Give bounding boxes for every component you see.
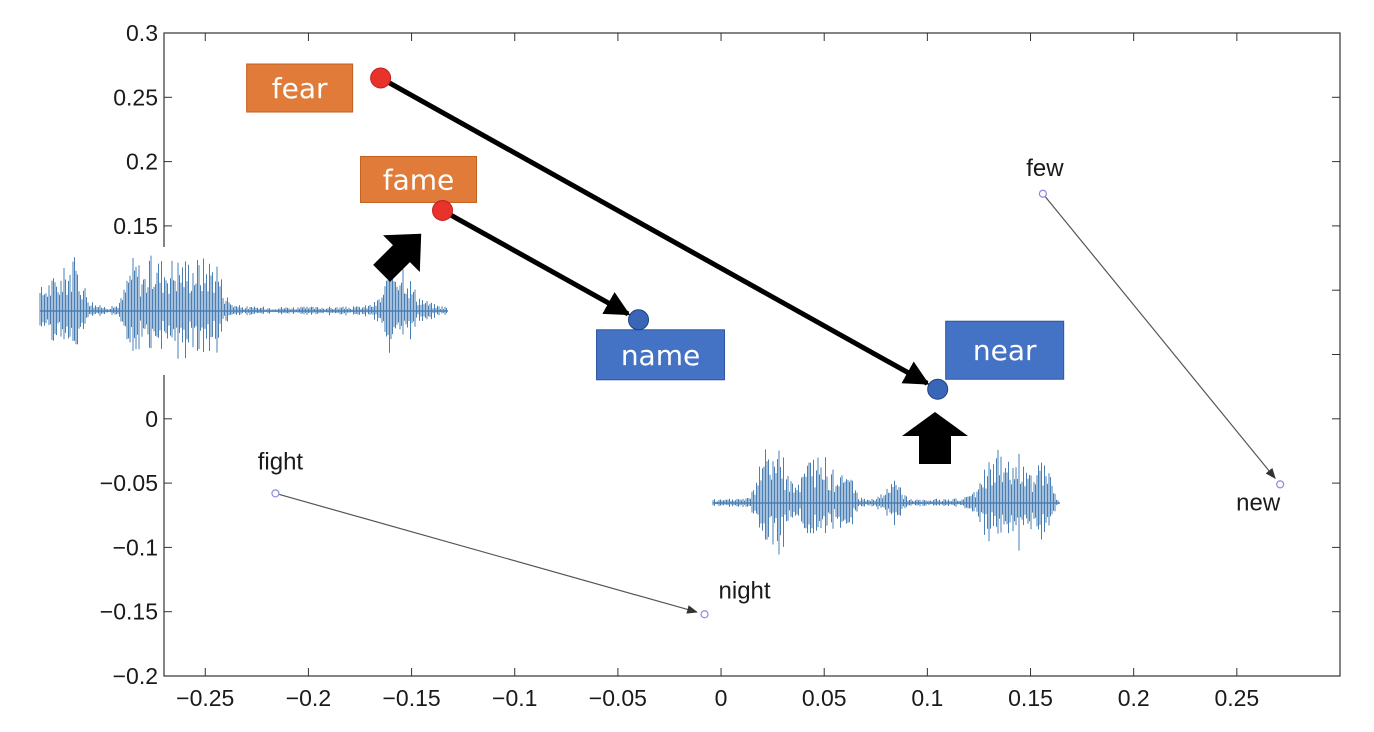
y-tick-label: −0.2: [113, 663, 158, 689]
word-label-few: few: [1026, 155, 1064, 182]
word-label-fight: fight: [258, 448, 304, 475]
y-tick-label: 0.25: [113, 84, 158, 110]
point-fear: [370, 67, 392, 89]
arrow-layer: [279, 77, 1276, 614]
arrow-fear-to-near: [382, 77, 930, 386]
arrow-fame-to-name: [444, 210, 631, 317]
x-axis: −0.25 −0.2 −0.15 −0.1 −0.05 0 0.05 0.1 0.15 0.2 0.…: [176, 33, 1259, 711]
y-tick-label: 0.3: [126, 20, 158, 46]
x-tick-label: −0.05: [589, 685, 647, 711]
x-tick-label: −0.2: [286, 685, 331, 711]
word-label-night: night: [719, 577, 771, 604]
x-tick-label: −0.25: [176, 685, 234, 711]
point-near: [927, 378, 949, 400]
x-tick-label: 0.2: [1118, 685, 1150, 711]
y-tick-label: −0.15: [100, 599, 158, 625]
y-tick-label: 0.2: [126, 149, 158, 175]
word-label-near: near: [973, 334, 1037, 367]
waveform-right: [712, 449, 1059, 555]
block-arrow-fame: [373, 233, 422, 282]
word-box-fear: [246, 63, 354, 113]
word-box-name: [596, 329, 726, 381]
block-arrow-near: [902, 412, 968, 464]
x-tick-label: 0.1: [911, 685, 943, 711]
word-label-fear: fear: [272, 72, 328, 105]
arrow-few-to-new: [1044, 196, 1276, 480]
point-few: [1038, 189, 1048, 198]
x-tick-label: 0: [715, 685, 728, 711]
arrow-fight-to-night: [279, 493, 698, 614]
point-fight: [271, 489, 280, 498]
y-tick-label: 0: [145, 406, 158, 432]
word-box-near: [945, 320, 1065, 380]
overlay-layer: [36, 233, 1064, 565]
x-tick-label: 0.25: [1214, 685, 1259, 711]
y-tick-label: 0.15: [113, 213, 158, 239]
x-tick-label: 0.15: [1008, 685, 1053, 711]
word-label-new: new: [1236, 489, 1281, 516]
y-tick-label: −0.05: [100, 470, 158, 496]
x-tick-label: −0.15: [382, 685, 440, 711]
y-tick-label: −0.1: [113, 534, 158, 560]
waveform-left: [39, 255, 447, 359]
point-new: [1276, 480, 1285, 489]
word-box-fame: [360, 155, 478, 203]
y-axis: 0.3 0.25 0.2 0.15 0 −0.05 −0.1 −0.15 −0.2: [100, 20, 1340, 689]
x-tick-label: 0.05: [802, 685, 847, 711]
point-name: [628, 309, 650, 331]
point-fame: [432, 199, 454, 221]
points-layer: fear fame name near few new fight night: [246, 63, 1285, 619]
word-label-name: name: [621, 339, 700, 372]
word-label-fame: fame: [383, 163, 455, 196]
x-tick-label: −0.1: [492, 685, 537, 711]
point-night: [700, 610, 709, 619]
